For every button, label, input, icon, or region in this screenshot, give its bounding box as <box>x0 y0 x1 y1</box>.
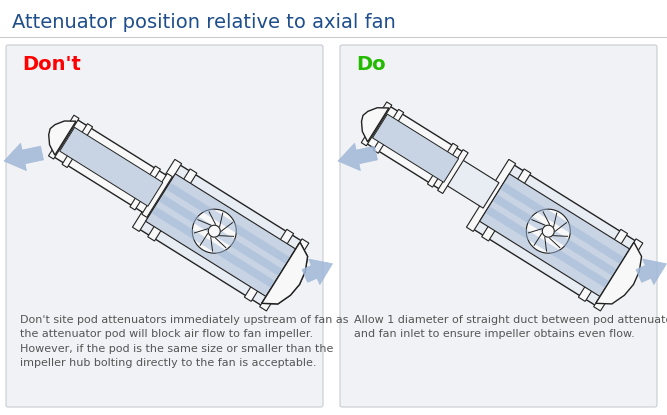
Polygon shape <box>362 108 389 142</box>
Polygon shape <box>142 173 172 217</box>
Polygon shape <box>145 174 295 296</box>
Polygon shape <box>542 225 554 237</box>
Polygon shape <box>159 195 282 276</box>
Polygon shape <box>52 118 169 214</box>
Polygon shape <box>259 239 309 311</box>
Polygon shape <box>594 239 643 311</box>
Polygon shape <box>60 127 163 206</box>
Polygon shape <box>151 207 275 288</box>
Polygon shape <box>62 124 93 168</box>
Polygon shape <box>636 259 666 285</box>
Polygon shape <box>261 242 307 304</box>
Polygon shape <box>167 183 289 264</box>
Polygon shape <box>596 242 642 304</box>
Text: Attenuator position relative to axial fan: Attenuator position relative to axial fa… <box>12 13 396 32</box>
Polygon shape <box>208 225 220 237</box>
Polygon shape <box>438 150 468 193</box>
Polygon shape <box>244 229 293 301</box>
Text: Don't site pod attenuators immediately upstream of fan as
the attenuator pod wil: Don't site pod attenuators immediately u… <box>20 315 348 368</box>
Polygon shape <box>4 143 43 171</box>
Polygon shape <box>471 163 638 307</box>
Polygon shape <box>362 102 392 146</box>
Polygon shape <box>130 166 161 210</box>
Polygon shape <box>338 143 378 171</box>
Polygon shape <box>526 209 570 253</box>
Polygon shape <box>147 169 197 241</box>
Polygon shape <box>428 143 458 187</box>
Polygon shape <box>49 115 79 159</box>
FancyBboxPatch shape <box>340 45 657 407</box>
Polygon shape <box>261 242 307 304</box>
Text: Don't: Don't <box>22 55 81 74</box>
Polygon shape <box>466 159 516 232</box>
Polygon shape <box>365 105 464 190</box>
Polygon shape <box>578 229 628 301</box>
Polygon shape <box>137 163 304 307</box>
Polygon shape <box>373 114 459 182</box>
Polygon shape <box>493 195 616 276</box>
FancyBboxPatch shape <box>6 45 323 407</box>
Polygon shape <box>302 259 332 285</box>
Polygon shape <box>500 183 624 264</box>
Polygon shape <box>373 109 404 153</box>
Polygon shape <box>445 159 499 208</box>
Polygon shape <box>49 121 76 155</box>
Text: Do: Do <box>356 55 386 74</box>
Polygon shape <box>486 207 609 288</box>
Polygon shape <box>192 209 236 253</box>
Polygon shape <box>133 159 181 232</box>
Polygon shape <box>482 169 531 241</box>
Polygon shape <box>480 174 630 296</box>
Text: Allow 1 diameter of straight duct between pod attenuator
and fan inlet to ensure: Allow 1 diameter of straight duct betwee… <box>354 315 667 339</box>
